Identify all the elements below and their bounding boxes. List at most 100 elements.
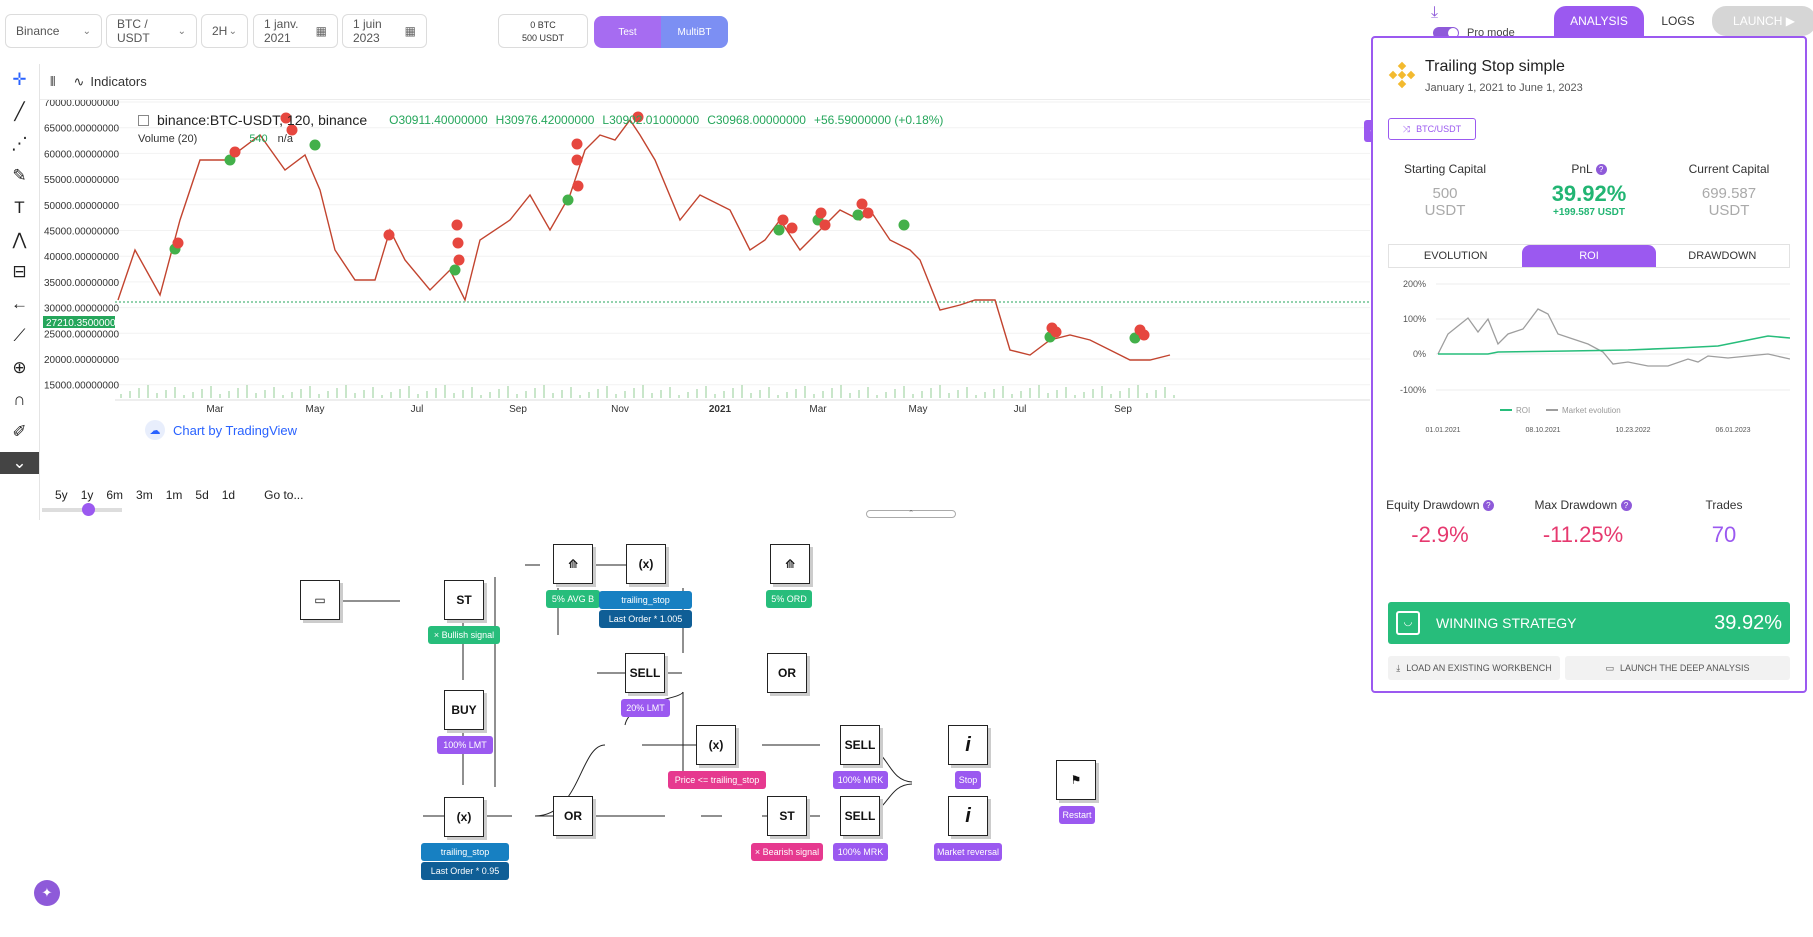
download-icon[interactable]: ⤓ [1431,4,1439,21]
date-from-input[interactable]: 1 janv. 2021 ▦ [253,14,338,48]
volume-bar [759,390,761,398]
or-node[interactable]: OR [767,653,807,693]
volume-bar [786,392,788,398]
trendline-icon[interactable]: ╱ [14,102,25,121]
lock-draw-icon[interactable]: ✐ [12,422,27,441]
analysis-panel: Trailing Stop simple January 1, 2021 to … [1371,36,1807,693]
zoom-slider[interactable] [42,503,122,516]
prediction-icon[interactable]: ⊟ [12,262,27,281]
tab-analysis[interactable]: ANALYSIS [1554,6,1644,36]
help-icon[interactable]: ? [1482,500,1494,512]
collapse-icon[interactable]: ⌄ [0,452,39,474]
help-icon[interactable]: ? [1595,164,1607,176]
range-3m[interactable]: 3m [136,488,153,502]
tab-evolution[interactable]: EVOLUTION [1423,250,1488,262]
indicators-button[interactable]: Indicators [90,74,147,89]
restart-tag[interactable]: Restart [1059,806,1095,824]
avg-buy-tag[interactable]: 5% AVG B [546,590,600,608]
sell-order-tag[interactable]: 100% MRK [833,771,888,789]
buy-order-tag[interactable]: 100% LMT [437,736,493,754]
back-arrow-icon[interactable]: ← [11,294,28,313]
order-tag[interactable]: 5% ORD [766,590,812,608]
calendar-icon: ▦ [404,24,416,38]
bullish-signal-tag[interactable]: × Bullish signal [428,626,500,644]
goto-button[interactable]: Go to... [264,488,304,502]
chevron-down-icon: ⌄ [82,25,91,37]
buy-node[interactable]: BUY [444,690,484,730]
condition-tag[interactable]: Price <= trailing_stop [668,771,766,789]
stop-tag[interactable]: Stop [955,771,981,789]
wrench-icon[interactable]: ✦ [34,880,60,906]
tab-roi[interactable]: ROI [1522,245,1656,267]
crosshair-icon[interactable]: ✛ [12,70,27,89]
panel-resize-handle[interactable]: ⌃ [866,510,956,518]
range-5d[interactable]: 5d [195,488,209,502]
tradingview-credit[interactable]: ☁ Chart by TradingView [145,420,297,440]
range-6m[interactable]: 6m [106,488,124,502]
balance-box: 0 BTC 500 USDT [498,14,588,48]
range-1y[interactable]: 1y [80,488,94,502]
pair-button[interactable]: ⤨ BTC/USDT [1388,118,1476,140]
variable-node-icon[interactable]: (x) [444,797,484,837]
brush-icon[interactable]: ✎ [12,166,27,185]
restart-node-icon[interactable]: ⚑ [1056,760,1096,800]
price-chart[interactable]: 70000.00000000 65000.00000000 60000.000000… [40,100,1370,462]
tab-launch[interactable]: LAUNCH ▶ [1712,6,1813,36]
y-tick-label: 20000.00000000 [44,355,120,366]
trailing-stop-expr-tag[interactable]: Last Order * 0.95 [421,862,509,880]
tab-drawdown[interactable]: DRAWDOWN [1688,250,1757,262]
trailing-stop-var-tag[interactable]: trailing_stop [421,843,509,861]
market-reversal-tag[interactable]: Market reversal [934,843,1002,861]
help-icon[interactable]: ? [1620,500,1632,512]
trailing-stop-expr-tag[interactable]: Last Order * 1.005 [599,610,692,628]
text-icon[interactable]: T [14,198,25,217]
sell-node[interactable]: SELL [625,653,665,693]
info-node-icon[interactable]: i [948,725,988,765]
right-tabs: ANALYSIS LOGS LAUNCH ▶ [1554,6,1813,36]
candles-icon[interactable]: ⫴ [50,73,56,89]
mode-toggle[interactable]: Test MultiBT [594,16,728,48]
mode-multibt-button[interactable]: MultiBT [661,16,728,48]
stop-node[interactable]: ST [767,796,807,836]
magnet-icon[interactable]: ∩ [13,390,26,409]
current-capital-unit: USDT [1708,202,1750,219]
pattern-icon[interactable]: ⋀ [12,230,27,249]
legend-roi: ROI [1516,406,1530,415]
strategy-flow-lines [300,564,913,817]
ruler-icon[interactable]: ⟋ [13,326,26,345]
sell-node[interactable]: SELL [840,725,880,765]
exchange-select[interactable]: Binance ⌄ [5,14,102,48]
sell-order-tag[interactable]: 20% LMT [621,699,670,717]
bearish-signal-tag[interactable]: × Bearish signal [751,843,823,861]
or-node[interactable]: OR [553,796,593,836]
date-to-input[interactable]: 1 juin 2023 ▦ [342,14,427,48]
trailing-stop-var-tag[interactable]: trailing_stop [599,591,692,609]
start-node[interactable]: ST [444,580,484,620]
condition-node-icon[interactable]: (x) [696,725,736,765]
pair-select[interactable]: BTC / USDT ⌄ [106,14,197,48]
range-1m[interactable]: 1m [165,488,183,502]
starting-capital-label: Starting Capital [1403,162,1487,176]
fib-icon[interactable]: ⋰ [11,134,28,153]
launch-deep-analysis-button[interactable]: ▭ LAUNCH THE DEEP ANALYSIS [1565,656,1790,680]
info-node-icon[interactable]: i [948,796,988,836]
collapse-legend-icon[interactable] [138,114,149,126]
tab-logs[interactable]: LOGS [1661,14,1695,28]
date-to-value: 1 juin 2023 [353,17,382,45]
zoom-icon[interactable]: ⊕ [12,358,27,377]
order-node-icon[interactable]: ⟰ [770,544,810,584]
variable-node-icon[interactable]: (x) [626,544,666,584]
sell-node[interactable]: SELL [840,796,880,836]
interval-select[interactable]: 2H ⌄ [201,14,248,48]
wallet-node-icon[interactable]: ▭ [300,580,340,620]
sell-order-tag[interactable]: 100% MRK [833,843,888,861]
range-1d[interactable]: 1d [221,488,236,502]
mode-test-button[interactable]: Test [594,16,661,48]
avg-buy-node-icon[interactable]: ⟰ [553,544,593,584]
range-5y[interactable]: 5y [55,488,68,502]
load-workbench-button[interactable]: ⤓ LOAD AN EXISTING WORKBENCH [1388,656,1560,680]
indicators-icon[interactable]: ∿ [73,73,85,89]
volume-bar [1110,394,1112,398]
y-tick-label: 70000.00000000 [44,100,120,109]
volume-bar [993,389,995,398]
